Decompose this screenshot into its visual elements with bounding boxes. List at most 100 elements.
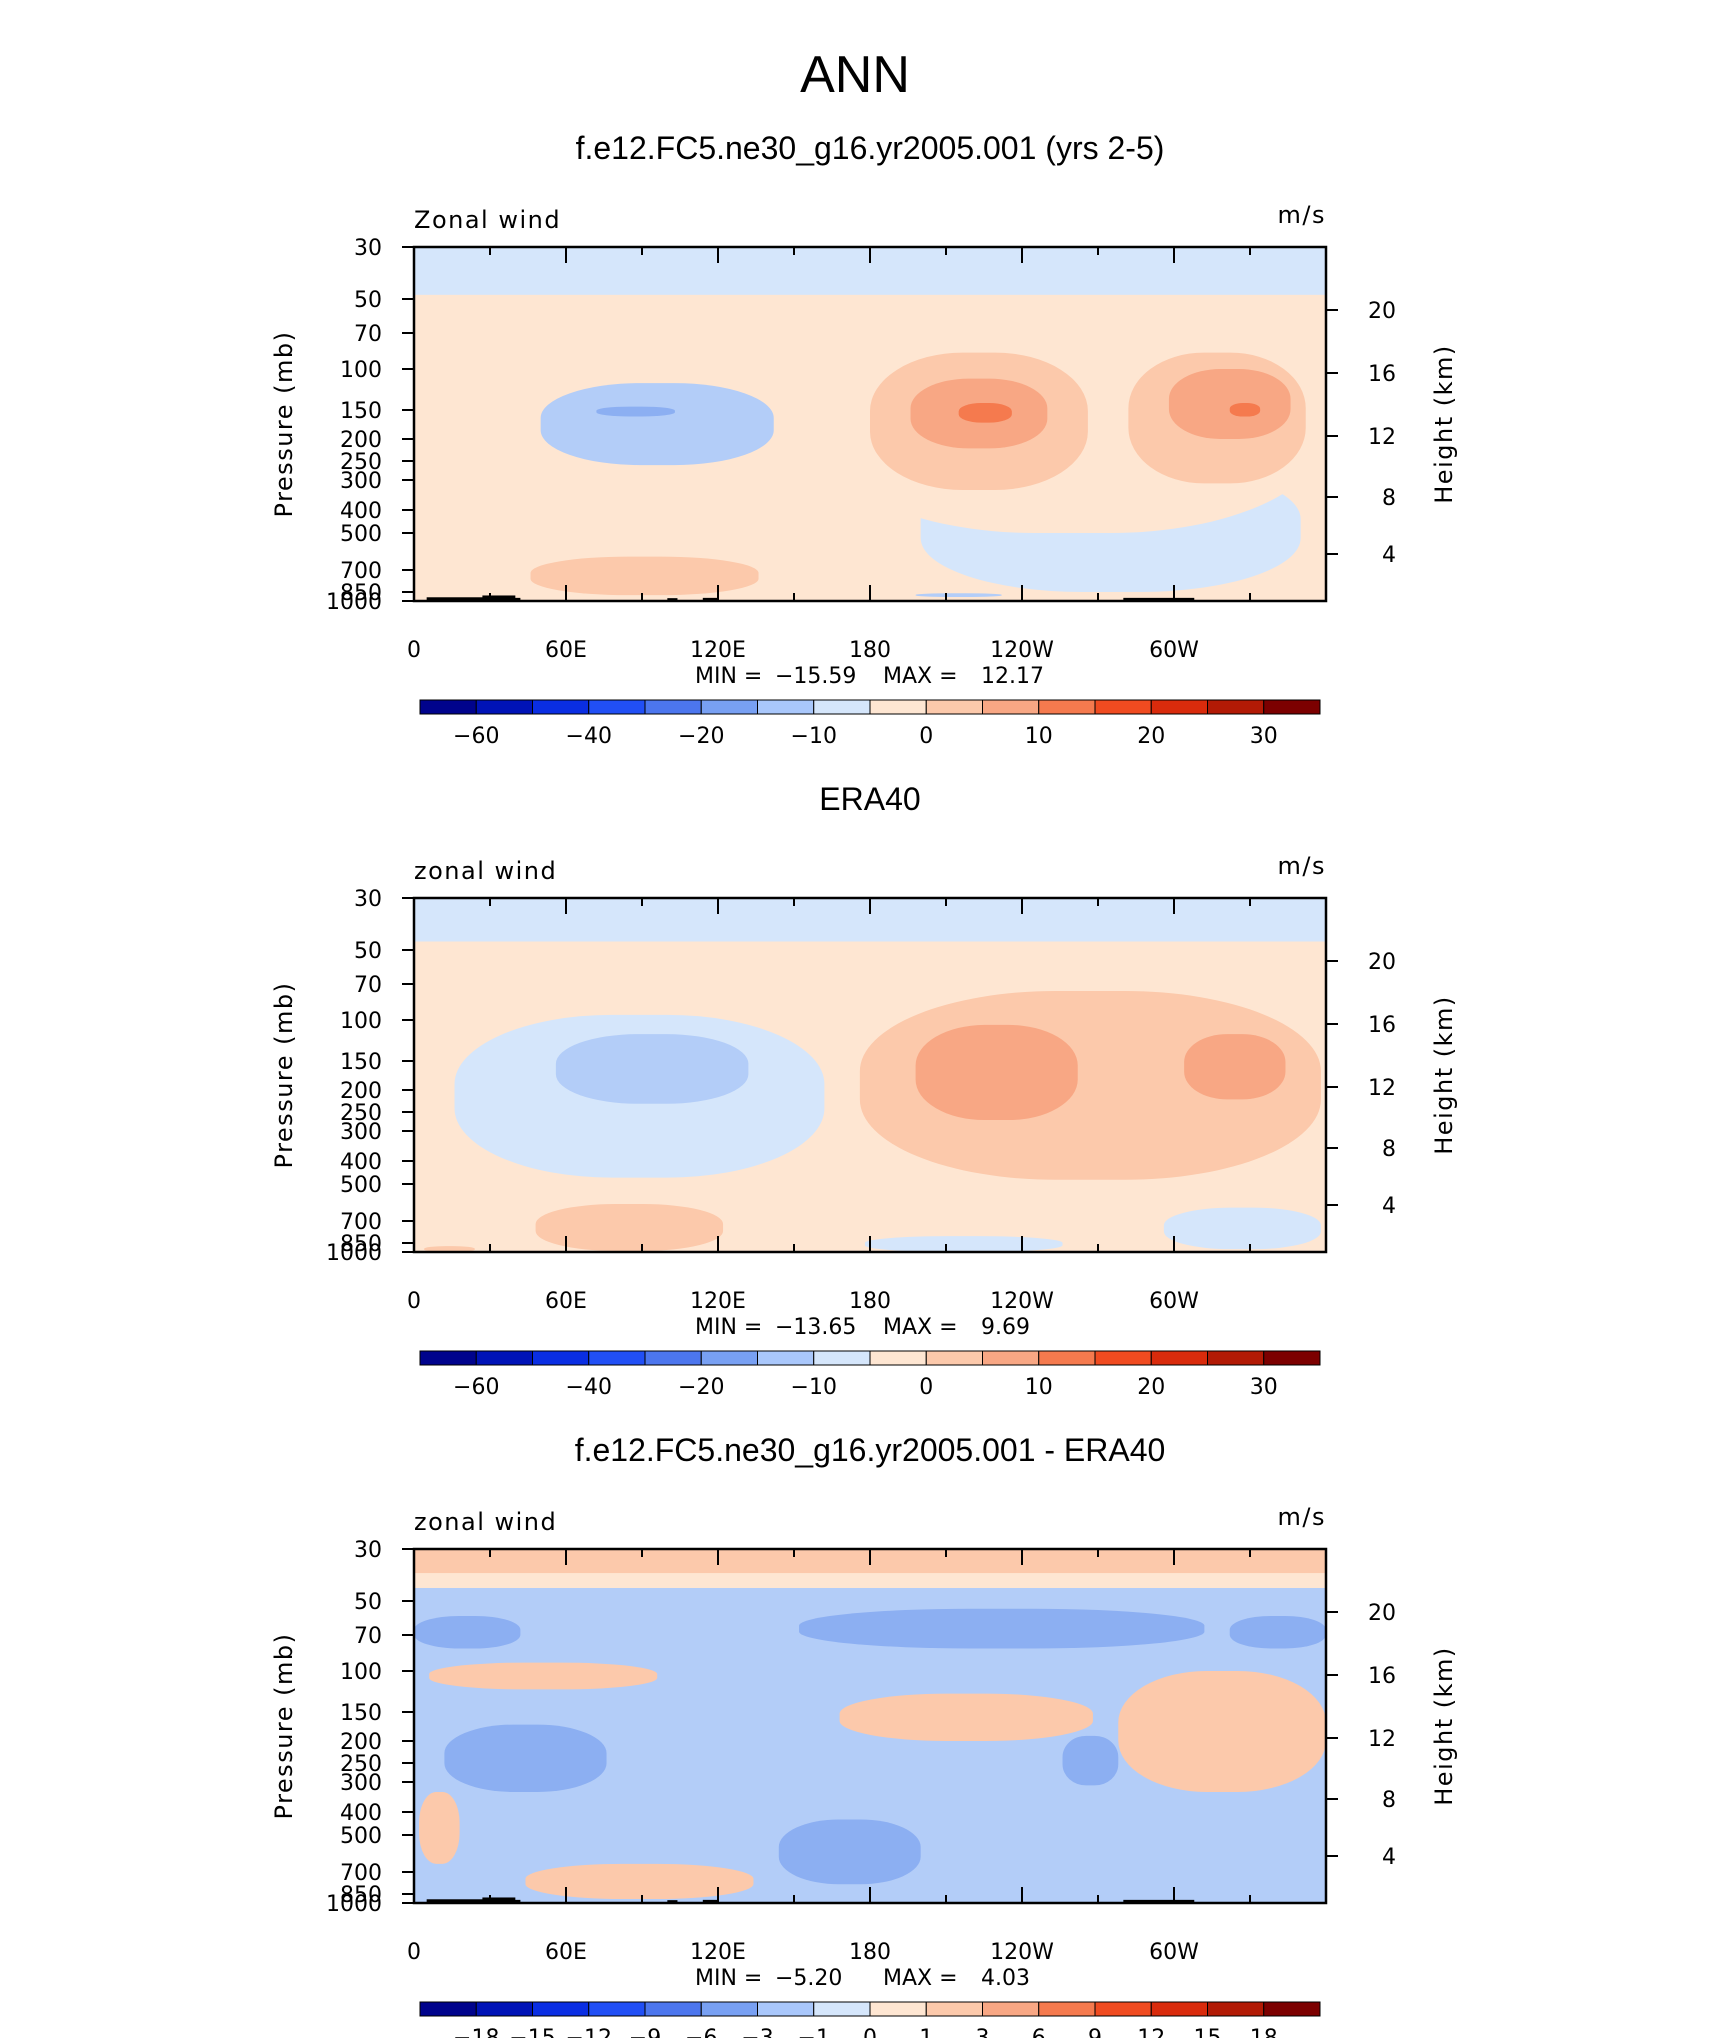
- colorbar-swatch: [588, 699, 646, 715]
- min-value: −13.65: [775, 1315, 856, 1340]
- colorbar: −60 −40 −20 −10 0 10 20 30: [419, 699, 1321, 749]
- colorbar-label: −3: [741, 2026, 773, 2038]
- colorbar-swatch: [475, 699, 533, 715]
- y-tick-label: 100: [340, 1660, 382, 1685]
- colorbar-label: −10: [791, 724, 837, 749]
- min-label: MIN =: [695, 664, 762, 689]
- colorbar-label: 6: [1032, 2026, 1046, 2038]
- x-tick-label: 120W: [990, 638, 1054, 663]
- land-mask: [426, 597, 490, 601]
- y-tick-label: 200: [340, 1079, 382, 1104]
- y-tick-label: 50: [354, 1590, 382, 1615]
- y-tick-label: 200: [340, 1730, 382, 1755]
- colorbar-swatch: [925, 1350, 983, 1366]
- colorbar-swatch: [475, 1350, 533, 1366]
- y-tick-label: 50: [354, 939, 382, 964]
- land-mask: [702, 1899, 718, 1903]
- panel-2: ERA40 zonal wind m/s 0 60E 120E 180 120W 60W 30 50…: [270, 781, 1458, 1400]
- y2-tick-label: 4: [1382, 1194, 1396, 1219]
- variable-label: zonal wind: [414, 857, 557, 885]
- y2-tick-label: 16: [1368, 362, 1396, 387]
- colorbar-label: 0: [919, 1375, 933, 1400]
- y-axis-label: Pressure (mb): [270, 982, 298, 1169]
- colorbar-label: −20: [678, 1375, 724, 1400]
- x-tick-label: 180: [849, 1289, 891, 1314]
- y-tick-label: 100: [340, 358, 382, 383]
- y-tick-label: 200: [340, 428, 382, 453]
- colorbar-label: 9: [1088, 2026, 1102, 2038]
- y-tick-label: 700: [340, 559, 382, 584]
- y-tick-label: 500: [340, 1824, 382, 1849]
- contour-region-neg: [540, 383, 774, 466]
- y2-tick-label: 4: [1382, 543, 1396, 568]
- colorbar-label: 30: [1250, 724, 1278, 749]
- colorbar-label: 20: [1137, 724, 1165, 749]
- x-tick-label: 180: [849, 638, 891, 663]
- y2-tick-label: 20: [1368, 950, 1396, 975]
- colorbar-swatch: [644, 699, 702, 715]
- colorbar-swatch: [588, 1350, 646, 1366]
- y-tick-label: 100: [340, 1009, 382, 1034]
- min-value: −5.20: [775, 1966, 842, 1991]
- y-tick-label: 300: [340, 1120, 382, 1145]
- y-tick-label: 1000: [326, 590, 382, 615]
- units-label: m/s: [1278, 852, 1326, 880]
- colorbar-label: −60: [453, 1375, 499, 1400]
- y-tick-label: 500: [340, 522, 382, 547]
- colorbar-swatch: [982, 699, 1040, 715]
- land-mask: [667, 598, 678, 601]
- y2-tick-label: 8: [1382, 1137, 1396, 1162]
- contour-region-pos: [429, 1662, 658, 1690]
- colorbar-swatch: [532, 2001, 590, 2017]
- colorbar-label: 10: [1025, 1375, 1053, 1400]
- y-tick-label: 1000: [326, 1241, 382, 1266]
- x-tick-label: 60E: [545, 1940, 587, 1965]
- colorbar-swatch: [1038, 699, 1096, 715]
- y-axis-label: Pressure (mb): [270, 331, 298, 518]
- colorbar-label: −10: [791, 1375, 837, 1400]
- y-tick-label: 850: [340, 1883, 382, 1908]
- y2-tick-label: 16: [1368, 1013, 1396, 1038]
- colorbar-label: 12: [1137, 2026, 1165, 2038]
- y-tick-label: 300: [340, 469, 382, 494]
- panel-1: f.e12.FC5.ne30_g16.yr2005.001 (yrs 2-5) Z…: [270, 130, 1458, 749]
- y2-tick-label: 8: [1382, 1788, 1396, 1813]
- colorbar-swatch: [1207, 2001, 1265, 2017]
- colorbar-label: 30: [1250, 1375, 1278, 1400]
- land-mask: [510, 1899, 521, 1903]
- contour-fill: [414, 1549, 1326, 1903]
- y-tick-label: 250: [340, 1752, 382, 1777]
- y-tick-label: 30: [354, 236, 382, 261]
- contour-region-pos: [915, 1024, 1078, 1121]
- max-label: MAX =: [883, 1966, 958, 1991]
- colorbar-swatch: [869, 1350, 927, 1366]
- y-tick-label: 70: [354, 973, 382, 998]
- colorbar-label: −20: [678, 724, 724, 749]
- x-tick-label: 120W: [990, 1940, 1054, 1965]
- colorbar-swatch: [588, 2001, 646, 2017]
- max-label: MAX =: [883, 664, 958, 689]
- colorbar-label: 15: [1194, 2026, 1222, 2038]
- contour-region-neg: [596, 406, 675, 417]
- x-tick-label: 0: [407, 1289, 421, 1314]
- land-mask: [482, 595, 516, 601]
- y2-tick-label: 4: [1382, 1845, 1396, 1870]
- contour-region-neg: [555, 1034, 749, 1104]
- colorbar-label: 10: [1025, 724, 1053, 749]
- x-tick-label: 120E: [690, 1289, 746, 1314]
- colorbar-label: 20: [1137, 1375, 1165, 1400]
- colorbar-swatch: [925, 699, 983, 715]
- contour-region-pos: [424, 1246, 475, 1252]
- colorbar-swatch: [532, 1350, 590, 1366]
- y-tick-label: 70: [354, 1624, 382, 1649]
- x-tick-label: 120E: [690, 1940, 746, 1965]
- x-tick-label: 60E: [545, 1289, 587, 1314]
- colorbar: −18 −15 −12 −9 −6 −3 −1 0 1 3 6 9 12 15 18: [419, 2001, 1321, 2038]
- colorbar-swatch: [813, 2001, 871, 2017]
- y2-tick-label: 20: [1368, 1601, 1396, 1626]
- contour-region-pos: [1184, 1034, 1286, 1100]
- y-tick-label: 30: [354, 1538, 382, 1563]
- y2-tick-label: 20: [1368, 299, 1396, 324]
- main-title: ANN: [800, 46, 910, 104]
